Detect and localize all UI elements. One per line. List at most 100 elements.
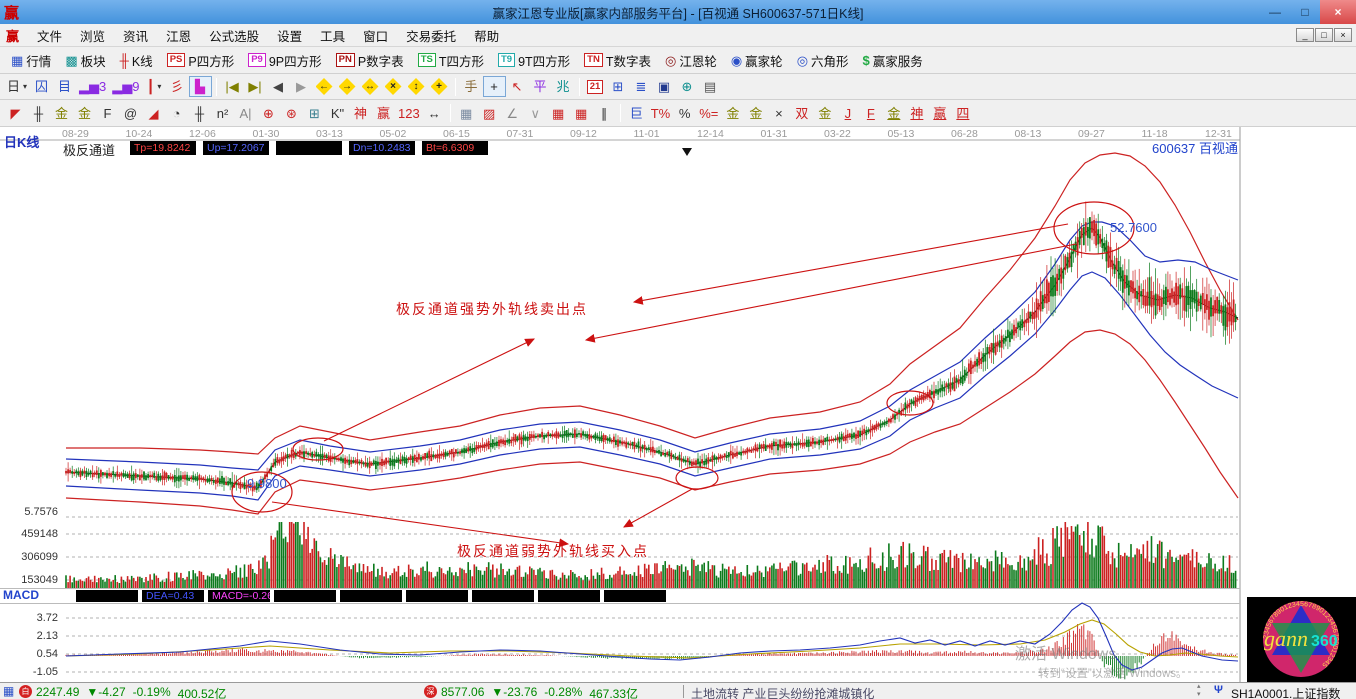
9t-square-button[interactable]: T9 9T四方形 <box>491 50 577 71</box>
star-web-button[interactable]: ⊛ <box>280 103 303 124</box>
chart-area[interactable]: 08-29 10-24 12-06 01-30 03-13 05-02 06-15 07-31… <box>0 127 1356 682</box>
bars-3-button[interactable]: ▂▅3 <box>76 76 109 97</box>
spinner-up-icon[interactable]: ▴ <box>1197 683 1201 690</box>
menu-item-1[interactable]: 浏览 <box>80 29 106 44</box>
k-measure-button[interactable]: K" <box>326 103 349 124</box>
percent-tool-button[interactable]: % <box>673 103 696 124</box>
fit-vertical-button[interactable]: ↕ <box>405 76 428 97</box>
quotes-button[interactable]: ▦ 行情 <box>4 50 58 71</box>
save-button[interactable]: ▣ <box>653 76 676 97</box>
number-ruler-button[interactable]: 123 <box>395 103 423 124</box>
info-list-button[interactable]: 目 <box>53 76 76 97</box>
sse-market-icon[interactable]: 白 <box>19 685 32 698</box>
stamp-tool-button[interactable]: 平 <box>529 76 552 97</box>
angle-win-button[interactable]: 赢 <box>928 103 951 124</box>
news-ticker[interactable]: 土地流转 产业巨头纷纷抢滩城镇化 <box>691 687 875 699</box>
period-tab-label[interactable]: 日K线 <box>4 135 40 150</box>
9p-square-button[interactable]: P9 9P四方形 <box>241 50 328 71</box>
mdi-minimize-button[interactable]: _ <box>1296 28 1314 42</box>
target-circle-button[interactable]: ⊕ <box>257 103 280 124</box>
restore-button[interactable]: □ <box>1290 0 1320 24</box>
price-bars-button[interactable]: 巨 <box>625 103 648 124</box>
kline-chart-canvas[interactable]: 08-29 10-24 12-06 01-30 03-13 05-02 06-15 07-31… <box>0 127 1356 682</box>
zoom-in-horizontal-button[interactable]: × <box>382 76 405 97</box>
measure-tool-button[interactable]: ↖ <box>506 76 529 97</box>
ink-marker-button[interactable]: × <box>767 103 790 124</box>
szse-index-quote[interactable]: 8577.06 ▼-23.76 -0.28% 467.33亿 <box>441 685 638 699</box>
sectors-button[interactable]: ▩ 板块 <box>58 50 112 71</box>
win-ruler-button[interactable]: 赢 <box>372 103 395 124</box>
spinner-control[interactable]: ▴ ▾ <box>1197 683 1201 699</box>
grid-number-tool-button[interactable]: ▦ <box>570 103 593 124</box>
percent-lines-button[interactable]: %= <box>696 103 721 124</box>
pattern-tool-button[interactable]: 兆 <box>552 76 575 97</box>
menu-item-9[interactable]: 帮助 <box>474 29 500 44</box>
sse-index-quote[interactable]: 2247.49 ▼-4.27 -0.19% 400.52亿 <box>36 685 226 699</box>
mirror-tool-button[interactable]: A| <box>234 103 257 124</box>
gold-circle-button[interactable]: 金 <box>721 103 744 124</box>
band-select-button[interactable]: 囚 <box>30 76 53 97</box>
winner-wheel-button[interactable]: ◉ 赢家轮 <box>724 50 790 71</box>
cycle-ruler-button[interactable]: ╫ <box>188 103 211 124</box>
gold-angle-line-button[interactable]: 金 <box>813 103 836 124</box>
hand-tool-button[interactable]: 手 <box>460 76 483 97</box>
gann-wheel-button[interactable]: ◎ 江恩轮 <box>658 50 724 71</box>
kline-button[interactable]: ╫ K线 <box>113 50 160 71</box>
zoom-out-horizontal-button[interactable]: ↔ <box>359 76 382 97</box>
grid-tool-button[interactable]: ▦ <box>547 103 570 124</box>
fit-all-button[interactable]: + <box>428 76 451 97</box>
mdi-close-button[interactable]: × <box>1334 28 1352 42</box>
wave-ab-button[interactable]: 双 <box>790 103 813 124</box>
pan-right-button[interactable]: → <box>336 76 359 97</box>
gold-ratio-ruler-button[interactable]: 金 <box>50 103 73 124</box>
menu-item-4[interactable]: 公式选股 <box>209 29 260 44</box>
next-bar-button[interactable]: ▶ <box>290 76 313 97</box>
fan-box-tool-button[interactable]: ▨ <box>478 103 501 124</box>
angle-four-button[interactable]: 四 <box>951 103 974 124</box>
t-square-button[interactable]: TS T四方形 <box>411 50 491 71</box>
menu-item-3[interactable]: 江恩 <box>166 29 192 44</box>
bars-9-button[interactable]: ▂▅9 <box>109 76 142 97</box>
box-tool-button[interactable]: ▦ <box>455 103 478 124</box>
crosshair-tool-button[interactable]: + <box>482 76 506 97</box>
szse-market-icon[interactable]: 深 <box>424 685 437 698</box>
send-to-pc-button[interactable]: ▤ <box>699 76 722 97</box>
macd-indicator-label[interactable]: MACD <box>3 588 39 602</box>
prev-bar-button[interactable]: ◀ <box>267 76 290 97</box>
sketch-red-button[interactable]: 彡 <box>166 76 189 97</box>
parallel-lines-button[interactable]: ∥ <box>593 103 616 124</box>
fibonacci-ruler-button[interactable]: F <box>96 103 119 124</box>
pan-left-button[interactable]: ← <box>313 76 336 97</box>
calculator-button[interactable]: ⊞ <box>607 76 630 97</box>
n-square-ruler-button[interactable]: n² <box>211 103 234 124</box>
current-index-label[interactable]: SH1A0001.上证指数 <box>1231 687 1341 699</box>
zigzag-tool-button[interactable]: ∨ <box>524 103 547 124</box>
spinner-down-icon[interactable]: ▾ <box>1197 691 1201 698</box>
angle-f-button[interactable]: F <box>859 103 882 124</box>
menu-item-0[interactable]: 文件 <box>37 29 63 44</box>
last-bar-button[interactable]: ▶| <box>244 76 267 97</box>
hexagon-button[interactable]: ◎ 六角形 <box>790 50 856 71</box>
red-marker-button[interactable]: ◢ <box>142 103 165 124</box>
gold-ratio-ruler-2-button[interactable]: 金 <box>73 103 96 124</box>
marker-knife-button[interactable]: ◤ <box>4 103 27 124</box>
network-button[interactable]: ⊕ <box>676 76 699 97</box>
angle-gold-button[interactable]: 金 <box>882 103 905 124</box>
menu-item-2[interactable]: 资讯 <box>123 29 149 44</box>
market-grid-icon[interactable]: ▦ <box>3 684 15 698</box>
width-measure-button[interactable]: ↔ <box>423 103 446 124</box>
angle-shen-button[interactable]: 神 <box>905 103 928 124</box>
angle-fan-button[interactable]: ∠ <box>501 103 524 124</box>
winner-service-button[interactable]: $ 赢家服务 <box>856 50 930 71</box>
notes-button[interactable]: ≣ <box>630 76 653 97</box>
gold-lines-button[interactable]: 金 <box>744 103 767 124</box>
color-histogram-button[interactable]: ▙ <box>188 76 212 97</box>
angle-j-button[interactable]: J <box>836 103 859 124</box>
t-number-table-button[interactable]: TN T数字表 <box>577 50 658 71</box>
close-button[interactable]: × <box>1320 0 1356 24</box>
ruler-ticks-button[interactable]: ╫ <box>27 103 50 124</box>
calendar-button[interactable]: 21 <box>584 76 607 97</box>
p-number-table-button[interactable]: PN P数字表 <box>329 50 411 71</box>
p-square-button[interactable]: PS P四方形 <box>160 50 242 71</box>
mdi-restore-button[interactable]: □ <box>1315 28 1333 42</box>
